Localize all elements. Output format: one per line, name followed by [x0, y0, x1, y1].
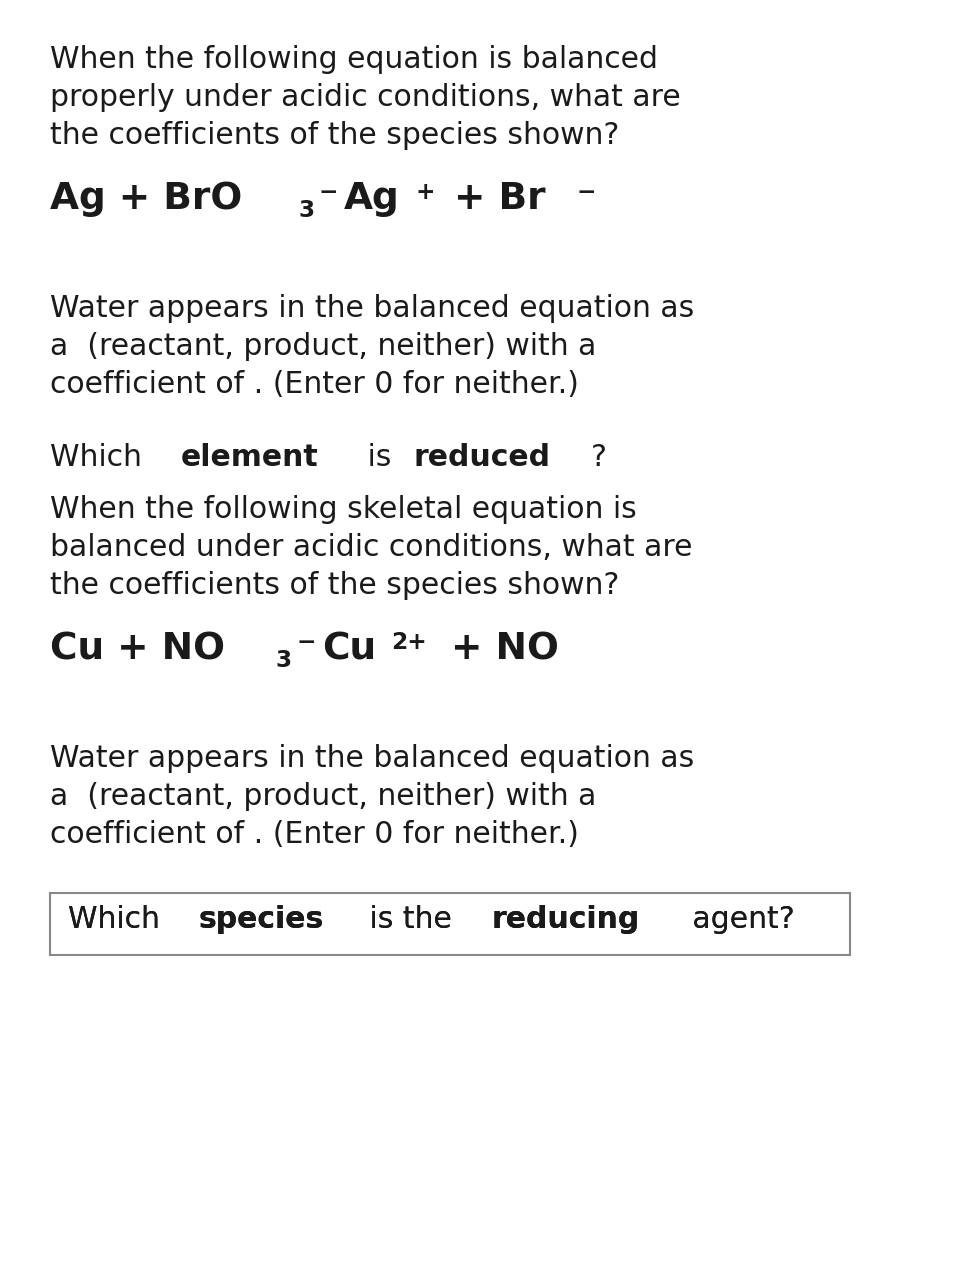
Text: Which: Which: [68, 905, 169, 934]
Text: Which: Which: [50, 443, 151, 472]
Text: Water appears in the balanced equation as: Water appears in the balanced equation a…: [50, 294, 694, 323]
Text: 3: 3: [275, 649, 292, 672]
Text: species: species: [198, 905, 325, 934]
Text: + Br: + Br: [441, 180, 546, 218]
Text: Cu: Cu: [322, 631, 376, 667]
Text: element: element: [181, 443, 319, 472]
Bar: [50, 893, 849, 955]
Text: reduced: reduced: [414, 443, 551, 472]
Text: balanced under acidic conditions, what are: balanced under acidic conditions, what a…: [50, 532, 692, 562]
Text: Ag + BrO: Ag + BrO: [50, 180, 243, 218]
Text: reducing: reducing: [491, 905, 639, 934]
Text: −: −: [319, 180, 338, 204]
Text: the coefficients of the species shown?: the coefficients of the species shown?: [50, 571, 619, 600]
Text: When the following equation is balanced: When the following equation is balanced: [50, 45, 658, 74]
Text: is the: is the: [360, 905, 462, 934]
Text: Which: Which: [68, 905, 169, 934]
Text: is the: is the: [360, 905, 462, 934]
Text: coefficient of . (Enter 0 for neither.): coefficient of . (Enter 0 for neither.): [50, 370, 579, 399]
Text: +: +: [416, 180, 435, 204]
Text: Cu + NO: Cu + NO: [50, 631, 225, 667]
Text: is: is: [358, 443, 402, 472]
Text: 2+: 2+: [392, 631, 428, 654]
Text: When the following skeletal equation is: When the following skeletal equation is: [50, 495, 637, 524]
Text: ?: ?: [590, 443, 607, 472]
Text: −: −: [297, 631, 316, 654]
Text: + NO: + NO: [438, 631, 559, 667]
Text: coefficient of . (Enter 0 for neither.): coefficient of . (Enter 0 for neither.): [50, 820, 579, 849]
Text: a  (reactant, product, neither) with a: a (reactant, product, neither) with a: [50, 332, 596, 361]
Text: Ag: Ag: [344, 180, 400, 218]
Text: the coefficients of the species shown?: the coefficients of the species shown?: [50, 122, 619, 150]
Text: Water appears in the balanced equation as: Water appears in the balanced equation a…: [50, 744, 694, 773]
Text: 3: 3: [299, 198, 314, 221]
Text: agent?: agent?: [683, 905, 794, 934]
Text: −: −: [576, 180, 596, 204]
Text: agent?: agent?: [683, 905, 794, 934]
Text: a  (reactant, product, neither) with a: a (reactant, product, neither) with a: [50, 782, 596, 812]
Text: reducing: reducing: [491, 905, 639, 934]
Text: properly under acidic conditions, what are: properly under acidic conditions, what a…: [50, 83, 681, 111]
Text: species: species: [198, 905, 325, 934]
